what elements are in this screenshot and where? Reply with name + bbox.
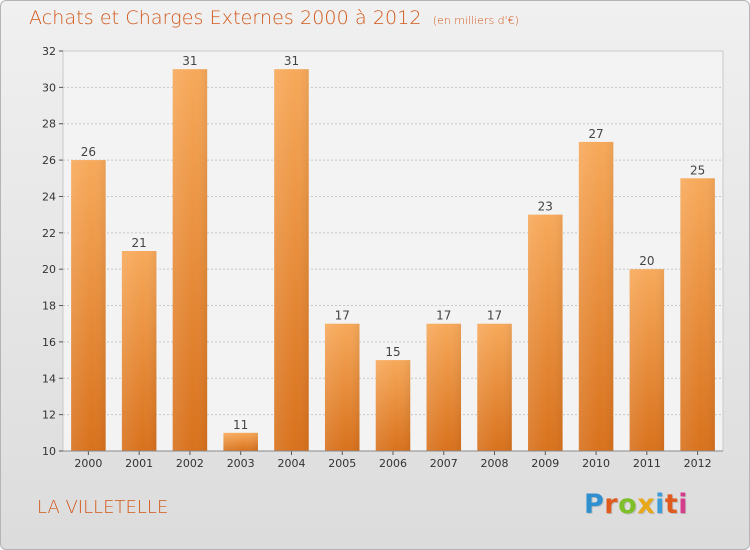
- bar-shine: [477, 323, 512, 451]
- logo-letter: i: [655, 489, 665, 520]
- x-tick-label-2002: 2002: [176, 457, 204, 470]
- x-tick-label-2000: 2000: [74, 457, 102, 470]
- y-tick-label: 22: [42, 227, 56, 240]
- bar-shine: [172, 69, 208, 451]
- logo-letter: i: [678, 489, 689, 520]
- bar-shine: [375, 360, 411, 451]
- bar-shine: [274, 69, 309, 451]
- data-label-2000: 26: [81, 145, 96, 159]
- logo-letter: o: [618, 489, 638, 520]
- data-label-2002: 31: [182, 54, 197, 68]
- chart-unit: (en milliers d'€): [432, 14, 519, 27]
- bar-shine: [426, 323, 462, 451]
- y-tick-label: 14: [42, 372, 56, 385]
- y-tick-label: 20: [42, 263, 56, 276]
- y-tick-label: 18: [42, 300, 56, 313]
- bar-shine: [121, 251, 157, 451]
- bar-shine: [629, 269, 665, 451]
- x-tick-label-2007: 2007: [430, 457, 458, 470]
- data-label-2008: 17: [487, 309, 502, 323]
- x-tick-label-2004: 2004: [277, 457, 305, 470]
- data-labels: 26 21 31 11 31 17 15 17 17 23 27 20 25: [81, 54, 706, 432]
- x-tick-label-2009: 2009: [531, 457, 559, 470]
- data-label-2001: 21: [132, 236, 147, 250]
- x-tick-label-2006: 2006: [379, 457, 407, 470]
- x-axis: 2000 2001 2002 2003 2004 2005 2006 2007 2008 2009…: [63, 450, 723, 470]
- x-tick-label-2003: 2003: [227, 457, 255, 470]
- bar-shine: [71, 160, 106, 451]
- data-label-2010: 27: [588, 127, 603, 141]
- logo-letter: t: [664, 489, 679, 520]
- bar-shine: [528, 214, 563, 451]
- y-tick-label: 32: [42, 45, 56, 58]
- commune-name: LA VILLETELLE: [37, 497, 169, 518]
- bar-shine: [578, 141, 614, 451]
- x-tick-label-2005: 2005: [328, 457, 356, 470]
- data-label-2007: 17: [436, 309, 451, 323]
- data-label-2003: 11: [233, 418, 248, 432]
- x-tick-label-2008: 2008: [481, 457, 509, 470]
- y-tick-label: 26: [42, 154, 56, 167]
- x-tick-label-2001: 2001: [125, 457, 153, 470]
- data-label-2005: 17: [335, 309, 350, 323]
- data-label-2006: 15: [385, 345, 400, 359]
- chart-title: Achats et Charges Externes 2000 à 2012: [29, 7, 422, 29]
- bar-shine: [223, 432, 258, 451]
- x-tick-label-2012: 2012: [684, 457, 712, 470]
- logo-letter: P: [584, 489, 605, 520]
- y-tick-label: 28: [42, 118, 56, 131]
- bars: [71, 69, 715, 452]
- y-axis: 10 12 14 16 18 20 22 24 26 28 30 32: [42, 45, 63, 458]
- y-tick-label: 12: [42, 409, 56, 422]
- x-tick-label-2010: 2010: [582, 457, 610, 470]
- y-tick-label: 16: [42, 336, 56, 349]
- data-label-2004: 31: [284, 54, 299, 68]
- y-tick-label: 30: [42, 81, 56, 94]
- bar-shine: [680, 178, 715, 452]
- proxiti-logo: Proxiti: [584, 489, 688, 520]
- data-label-2009: 23: [538, 200, 553, 214]
- chart-title-row: Achats et Charges Externes 2000 à 2012 (…: [29, 7, 519, 29]
- y-tick-label: 24: [42, 190, 56, 203]
- bar-shine: [324, 323, 360, 451]
- x-tick-label-2011: 2011: [633, 457, 661, 470]
- y-tick-label: 10: [42, 445, 56, 458]
- data-label-2011: 20: [639, 254, 654, 268]
- logo-letter: r: [604, 489, 619, 520]
- logo-letter: x: [637, 489, 656, 520]
- data-label-2012: 25: [690, 163, 705, 177]
